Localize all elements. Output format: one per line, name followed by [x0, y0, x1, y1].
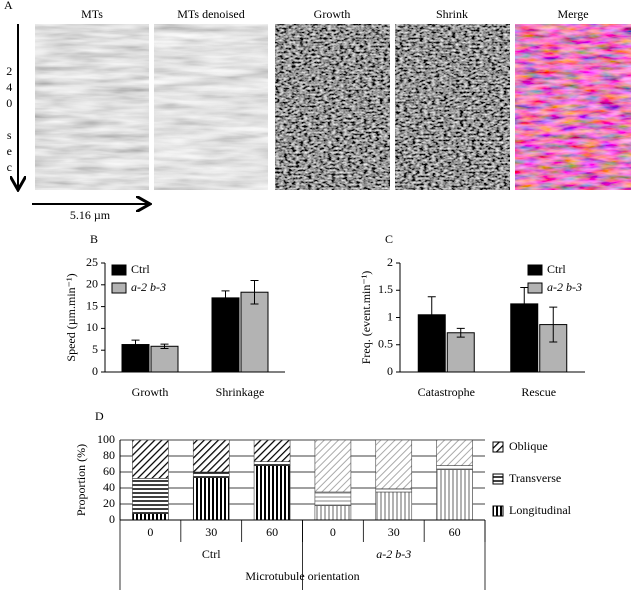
error-bar [520, 287, 529, 321]
legend-swatch [111, 264, 127, 276]
y-tick-label: 0 [92, 364, 98, 378]
bar-segment [314, 439, 352, 493]
bar-segment [253, 461, 291, 466]
error-bar [427, 296, 436, 334]
legend-swatch [492, 473, 504, 485]
bar-segment [314, 505, 352, 521]
panel-label: B [90, 232, 98, 246]
group-label: Ctrl [202, 547, 221, 561]
column-label: MTs denoised [177, 7, 245, 21]
legend-swatch [111, 282, 127, 294]
x-tick-label: Growth [132, 385, 169, 399]
bar-segment [192, 477, 230, 521]
x-tick-label: 30 [205, 525, 217, 539]
y-axis-label: Freq. (event.min⁻¹) [359, 271, 373, 365]
bar-segment [436, 439, 473, 466]
y-tick-label: 20 [86, 277, 98, 291]
y-tick-label: 5 [92, 342, 98, 356]
error-bar [549, 306, 558, 343]
kymograph [395, 24, 510, 190]
y-tick-label: 80 [103, 448, 115, 462]
x-axis-label: Microtubule orientation [245, 569, 359, 583]
x-tick-label: Rescue [521, 385, 556, 399]
legend-swatch [492, 441, 504, 453]
y-tick-label: 40 [103, 480, 115, 494]
y-tick-label: 0 [387, 364, 393, 378]
time-label: 240 sec [2, 64, 16, 176]
bar-segment [436, 469, 473, 521]
bar-segment [132, 439, 169, 479]
y-tick-label: 0.5 [378, 337, 393, 351]
y-tick-label: 25 [86, 255, 98, 269]
kymograph [154, 24, 268, 190]
y-tick-label: 0 [109, 512, 115, 526]
bar [150, 345, 179, 373]
x-tick-label: 60 [266, 525, 278, 539]
x-tick-label: Shrinkage [216, 385, 265, 399]
legend-label: a-2 b-3 [131, 280, 166, 294]
legend-label: Ctrl [131, 262, 150, 276]
column-label: MTs [81, 7, 103, 21]
column-label: Growth [314, 7, 351, 21]
legend-label: Oblique [509, 439, 548, 453]
y-tick-label: 60 [103, 464, 115, 478]
y-tick-label: 1.5 [378, 282, 393, 296]
bar-segment [132, 478, 169, 514]
bar-segment [375, 439, 413, 490]
error-bar [131, 339, 140, 350]
bar [211, 297, 240, 373]
y-tick-label: 10 [86, 320, 98, 334]
error-bar [221, 290, 230, 306]
legend-label: Ctrl [547, 262, 566, 276]
y-axis-label: Proportion (%) [74, 444, 88, 516]
kymograph [35, 24, 149, 190]
bar-segment [192, 471, 230, 478]
bar-segment [375, 491, 413, 521]
error-bar [250, 279, 259, 305]
y-tick-label: 2 [387, 255, 393, 269]
legend-swatch [527, 264, 543, 276]
bar-segment [132, 513, 169, 521]
bar-segment [314, 491, 352, 506]
distance-label: 5.16 µm [70, 208, 111, 222]
y-tick-label: 100 [97, 432, 115, 446]
bar [240, 291, 269, 373]
bar-segment [253, 439, 291, 462]
bar-segment [253, 465, 291, 521]
y-tick-label: 1 [387, 309, 393, 323]
legend-label: Longitudinal [509, 503, 572, 517]
group-label: a-2 b-3 [376, 547, 411, 561]
legend-label: Transverse [509, 471, 561, 485]
panel-label: A [4, 0, 13, 12]
column-label: Merge [557, 7, 588, 21]
bar-segment [192, 439, 230, 473]
panel-label: D [95, 409, 104, 423]
y-tick-label: 20 [103, 496, 115, 510]
panel-label: C [385, 232, 393, 246]
legend-swatch [527, 282, 543, 294]
x-tick-label: 0 [330, 525, 336, 539]
column-label: Shrink [436, 7, 468, 21]
y-axis-label: Speed (µm.min⁻¹) [64, 273, 78, 361]
bar [446, 332, 475, 373]
x-tick-label: 0 [147, 525, 153, 539]
x-tick-label: 30 [388, 525, 400, 539]
legend-label: a-2 b-3 [547, 280, 582, 294]
kymograph [515, 24, 631, 190]
error-bar [456, 327, 465, 338]
x-tick-label: 60 [449, 525, 461, 539]
error-bar [160, 343, 169, 349]
kymograph [275, 24, 390, 190]
y-tick-label: 15 [86, 298, 98, 312]
bar-segment [375, 488, 413, 493]
bar-segment [436, 465, 473, 470]
legend-swatch [492, 505, 504, 517]
x-tick-label: Catastrophe [418, 385, 475, 399]
